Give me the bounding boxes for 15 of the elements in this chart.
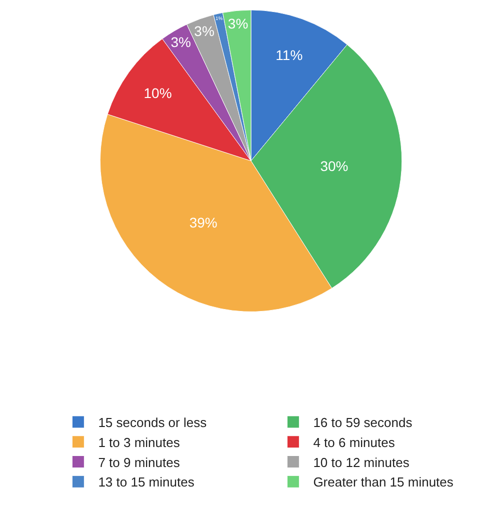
data-label: 3% (194, 23, 214, 40)
data-label: 39% (189, 214, 218, 230)
legend-label: 4 to 6 minutes (313, 434, 396, 450)
data-label: 3% (170, 34, 191, 50)
legend-label: 13 to 15 minutes (98, 474, 195, 490)
legend-label: 7 to 9 minutes (98, 454, 180, 470)
legend-label: 16 to 59 seconds (313, 415, 413, 430)
data-label: 3% (228, 16, 248, 32)
legend-label: 15 seconds or less (98, 415, 208, 430)
legend-label: Greater than 15 minutes (313, 474, 454, 490)
legend-label: 1 to 3 minutes (98, 434, 180, 450)
data-label: 11% (276, 46, 303, 63)
data-label: 30% (320, 158, 348, 174)
legend-label: 10 to 12 minutes (313, 454, 410, 470)
data-label: 10% (144, 85, 172, 102)
